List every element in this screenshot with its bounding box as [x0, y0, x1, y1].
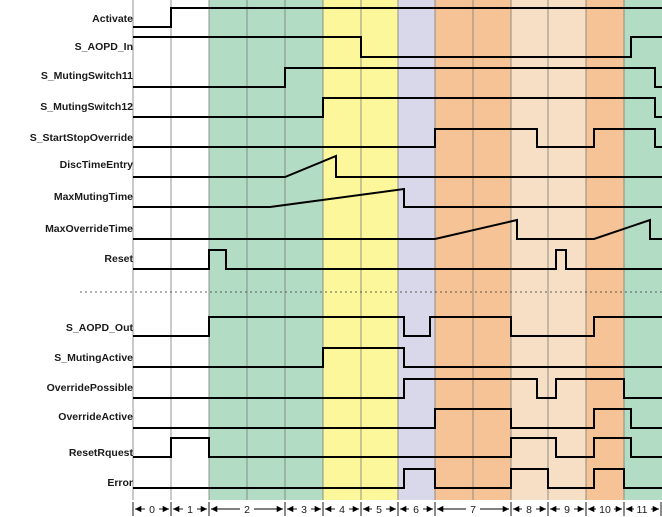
band-phase-5 — [361, 0, 398, 500]
signal-label-s-aopd-in: S_AOPD_In — [75, 41, 133, 53]
phase-label-7: 7 — [470, 504, 476, 516]
signal-label-maxmutingtime: MaxMutingTime — [54, 191, 133, 203]
signal-label-resetrquest: ResetRquest — [69, 447, 134, 459]
waveform-disctimeentry — [133, 154, 662, 178]
signal-label-activate: Activate — [92, 13, 133, 25]
waveform-s-aopd-in — [133, 36, 662, 58]
waveform-s-mutingactive — [133, 347, 662, 368]
phase-label-0: 0 — [149, 504, 155, 516]
phase-label-1: 1 — [187, 504, 193, 516]
waveform-error — [133, 468, 662, 489]
waveform-overrideactive — [133, 408, 662, 429]
signal-label-maxoverridetime: MaxOverrideTime — [45, 223, 133, 235]
signal-label-s-aopd-out: S_AOPD_Out — [66, 322, 134, 334]
waveform-s-mutingswitch12 — [133, 97, 662, 118]
band-phase-4 — [323, 0, 361, 500]
signal-label-overrideactive: OverrideActive — [58, 411, 133, 423]
signal-label-error: Error — [107, 477, 133, 489]
phase-label-4: 4 — [339, 504, 345, 516]
phase-bands — [209, 0, 662, 500]
band-phase-6 — [398, 0, 435, 500]
phase-label-10: 10 — [599, 504, 611, 516]
phase-labels: 0 1 2 3 4 5 6 7 8 9 10 11 — [149, 504, 648, 516]
phase-label-8: 8 — [526, 504, 532, 516]
band-phase-11 — [624, 0, 662, 500]
signal-label-s-mutingswitch11: S_MutingSwitch11 — [41, 70, 133, 82]
signal-waveforms — [133, 7, 662, 489]
waveform-resetrquest — [133, 437, 662, 458]
phase-ruler — [132, 502, 662, 516]
waveform-reset — [133, 249, 662, 270]
waveform-activate — [133, 7, 662, 28]
band-phase-3 — [285, 0, 323, 500]
signal-label-s-mutingactive: S_MutingActive — [54, 352, 133, 364]
phase-label-2: 2 — [244, 504, 250, 516]
waveform-s-aopd-out — [133, 316, 662, 337]
phase-label-9: 9 — [564, 504, 570, 516]
waveform-maxmutingtime — [133, 187, 662, 208]
phase-label-5: 5 — [376, 504, 382, 516]
signal-label-reset: Reset — [104, 253, 133, 265]
signal-labels: Activate S_AOPD_In S_MutingSwitch11 S_Mu… — [30, 13, 134, 489]
signal-label-s-startstopoverride: S_StartStopOverride — [30, 132, 133, 144]
waveform-s-startstopoverride — [133, 128, 662, 148]
band-phase-10 — [586, 0, 624, 500]
signal-label-overridepossible: OverridePossible — [47, 382, 134, 394]
waveform-s-mutingswitch11 — [133, 67, 662, 88]
phase-label-6: 6 — [413, 504, 419, 516]
signal-label-disctimeentry: DiscTimeEntry — [60, 159, 133, 171]
waveform-maxoverridetime — [133, 218, 662, 240]
phase-label-11: 11 — [637, 504, 648, 516]
phase-label-3: 3 — [301, 504, 307, 516]
signal-label-s-mutingswitch12: S_MutingSwitch12 — [40, 101, 133, 113]
band-phase-8 — [511, 0, 548, 500]
waveform-overridepossible — [133, 378, 662, 399]
